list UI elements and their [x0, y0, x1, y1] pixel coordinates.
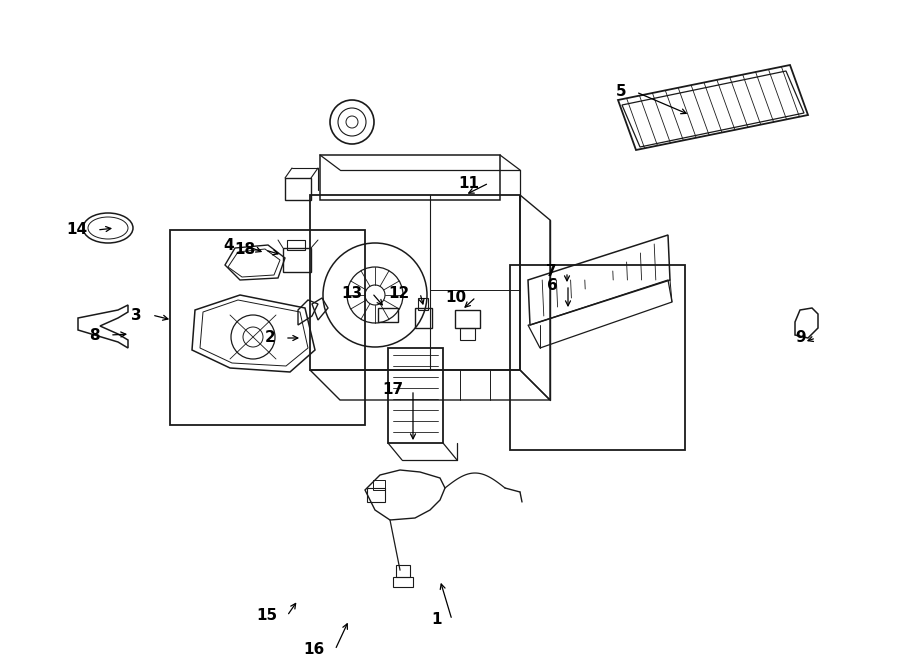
Text: 4: 4	[223, 237, 234, 253]
Bar	[367, 488, 385, 502]
Bar	[285, 178, 311, 200]
Text: 16: 16	[304, 642, 325, 658]
Bar	[373, 480, 385, 490]
Text: 8: 8	[89, 327, 100, 342]
Text: 12: 12	[389, 286, 410, 301]
Text: 5: 5	[616, 85, 626, 100]
Text: 11: 11	[458, 176, 479, 190]
Text: 15: 15	[256, 609, 277, 623]
Text: 6: 6	[547, 278, 558, 293]
Bar	[287, 240, 305, 250]
Bar	[170, 230, 365, 425]
Bar	[388, 348, 443, 443]
Text: 2: 2	[265, 330, 275, 346]
Text: 14: 14	[66, 223, 87, 237]
Text: 10: 10	[445, 290, 466, 305]
Text: 17: 17	[382, 383, 403, 397]
Bar	[283, 248, 311, 272]
Text: 1: 1	[431, 613, 442, 627]
Text: 7: 7	[546, 264, 557, 280]
Text: 13: 13	[341, 286, 362, 301]
Bar	[396, 565, 410, 577]
Bar	[510, 265, 685, 450]
Text: 3: 3	[131, 307, 142, 323]
Bar	[393, 577, 413, 587]
Text: 9: 9	[796, 330, 806, 346]
Text: 18: 18	[234, 243, 255, 258]
